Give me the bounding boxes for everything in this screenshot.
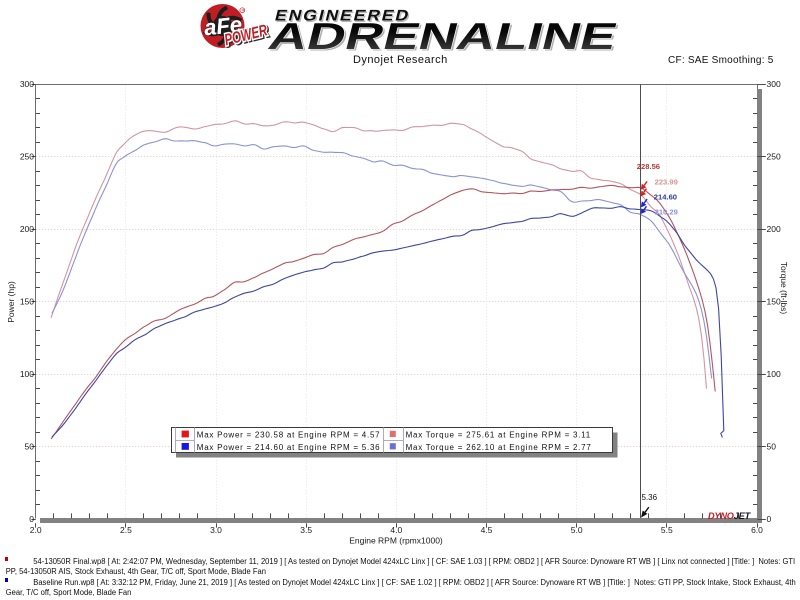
svg-text:150: 150 [20,296,34,306]
svg-text:ADRENALINE: ADRENALINE [266,17,623,56]
svg-text:ENGINEERED: ENGINEERED [273,7,412,24]
svg-text:DYNOJET: DYNOJET [708,511,752,521]
svg-text:2.0: 2.0 [30,525,42,535]
svg-text:3.5: 3.5 [300,525,312,535]
svg-text:Torque (ft-lbs): Torque (ft-lbs) [779,262,789,315]
svg-text:100: 100 [20,369,34,379]
svg-text:Max Torque = 275.61 at Engine: Max Torque = 275.61 at Engine RPM = 3.11 [406,430,591,439]
svg-text:300: 300 [767,79,781,89]
svg-text:Max Torque = 262.10 at Engine: Max Torque = 262.10 at Engine RPM = 2.77 [406,443,592,452]
svg-text:6.0: 6.0 [751,525,763,535]
svg-text:Max Power = 214.60 at Engine R: Max Power = 214.60 at Engine RPM = 5.36 [197,443,381,452]
svg-text:5.36: 5.36 [642,493,658,502]
svg-text:300: 300 [20,79,34,89]
svg-text:R: R [242,7,245,12]
svg-text:Engine RPM (rpmx1000): Engine RPM (rpmx1000) [349,536,443,546]
svg-text:2.5: 2.5 [120,525,132,535]
svg-text:50: 50 [767,441,777,451]
svg-text:200: 200 [20,224,34,234]
svg-text:ADRENALINE: ADRENALINE [264,15,621,56]
svg-text:210.29: 210.29 [655,207,678,216]
svg-text:100: 100 [767,369,781,379]
svg-text:aFe: aFe [203,12,243,41]
svg-text:150: 150 [767,296,781,306]
svg-text:5.5: 5.5 [661,525,673,535]
svg-text:5.0: 5.0 [571,525,583,535]
svg-text:Max Power = 230.58 at Engine R: Max Power = 230.58 at Engine RPM = 4.57 [197,430,381,439]
svg-text:Power (hp): Power (hp) [6,281,16,323]
svg-text:0: 0 [767,514,772,524]
svg-text:250: 250 [20,152,34,162]
svg-text:200: 200 [767,224,781,234]
svg-text:4.0: 4.0 [390,525,402,535]
svg-text:0: 0 [29,514,34,524]
svg-text:4.5: 4.5 [481,525,493,535]
svg-text:ENGINEERED: ENGINEERED [274,8,413,25]
svg-text:3.0: 3.0 [210,525,222,535]
svg-text:223.99: 223.99 [655,177,678,186]
svg-text:214.60: 214.60 [654,192,677,201]
svg-text:50: 50 [25,441,35,451]
svg-text:250: 250 [767,152,781,162]
svg-text:228.56: 228.56 [637,162,660,171]
svg-text:aFe: aFe [203,12,243,41]
